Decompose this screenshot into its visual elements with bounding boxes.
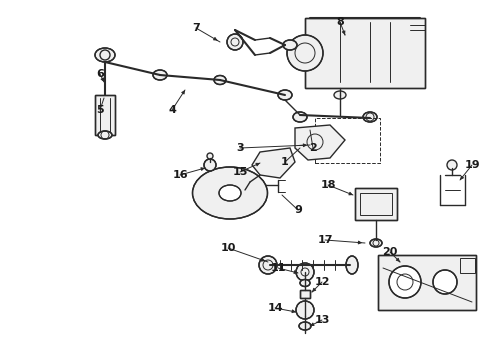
Bar bbox=[95, 95, 115, 135]
Text: 14: 14 bbox=[267, 303, 283, 313]
Circle shape bbox=[389, 266, 421, 298]
Bar bbox=[378, 255, 476, 310]
Ellipse shape bbox=[283, 40, 297, 50]
Circle shape bbox=[433, 270, 457, 294]
Text: 1: 1 bbox=[281, 157, 289, 167]
Text: 7: 7 bbox=[192, 23, 200, 33]
Text: 18: 18 bbox=[320, 180, 336, 190]
Ellipse shape bbox=[293, 112, 307, 122]
Text: 20: 20 bbox=[382, 247, 398, 257]
Bar bbox=[355, 188, 397, 220]
Circle shape bbox=[287, 35, 323, 71]
Circle shape bbox=[204, 159, 216, 171]
Polygon shape bbox=[252, 148, 295, 178]
Text: 9: 9 bbox=[294, 205, 302, 215]
Ellipse shape bbox=[278, 90, 292, 100]
Text: 8: 8 bbox=[336, 17, 344, 27]
Bar bbox=[355, 188, 397, 220]
Text: 4: 4 bbox=[168, 105, 176, 115]
Text: 12: 12 bbox=[314, 277, 330, 287]
Ellipse shape bbox=[153, 70, 167, 80]
Circle shape bbox=[227, 34, 243, 50]
Text: 15: 15 bbox=[232, 167, 247, 177]
Ellipse shape bbox=[98, 131, 112, 139]
Ellipse shape bbox=[300, 279, 310, 287]
Text: 6: 6 bbox=[96, 69, 104, 79]
Text: 17: 17 bbox=[317, 235, 333, 245]
Text: 13: 13 bbox=[314, 315, 330, 325]
Bar bbox=[360, 193, 392, 215]
Ellipse shape bbox=[299, 322, 311, 330]
Ellipse shape bbox=[214, 76, 226, 85]
Bar bbox=[378, 255, 476, 310]
Text: 19: 19 bbox=[464, 160, 480, 170]
Text: 5: 5 bbox=[96, 105, 104, 115]
Bar bbox=[300, 290, 310, 298]
Circle shape bbox=[296, 301, 314, 319]
Ellipse shape bbox=[346, 256, 358, 274]
Ellipse shape bbox=[363, 112, 377, 122]
Ellipse shape bbox=[193, 167, 268, 219]
Bar bbox=[305, 18, 425, 88]
Circle shape bbox=[100, 50, 110, 60]
Ellipse shape bbox=[219, 185, 241, 201]
Ellipse shape bbox=[370, 239, 382, 247]
Bar bbox=[460, 258, 475, 273]
Text: 2: 2 bbox=[309, 143, 317, 153]
Ellipse shape bbox=[95, 48, 115, 62]
Bar bbox=[300, 290, 310, 298]
Circle shape bbox=[259, 256, 277, 274]
Polygon shape bbox=[295, 125, 345, 160]
Text: 10: 10 bbox=[220, 243, 236, 253]
Circle shape bbox=[296, 263, 314, 281]
Circle shape bbox=[447, 160, 457, 170]
Text: 3: 3 bbox=[236, 143, 244, 153]
Ellipse shape bbox=[334, 91, 346, 99]
Text: 11: 11 bbox=[270, 263, 286, 273]
Bar bbox=[315, 118, 380, 163]
Bar bbox=[95, 95, 115, 135]
Bar bbox=[305, 18, 425, 88]
Circle shape bbox=[207, 153, 213, 159]
Text: 16: 16 bbox=[172, 170, 188, 180]
